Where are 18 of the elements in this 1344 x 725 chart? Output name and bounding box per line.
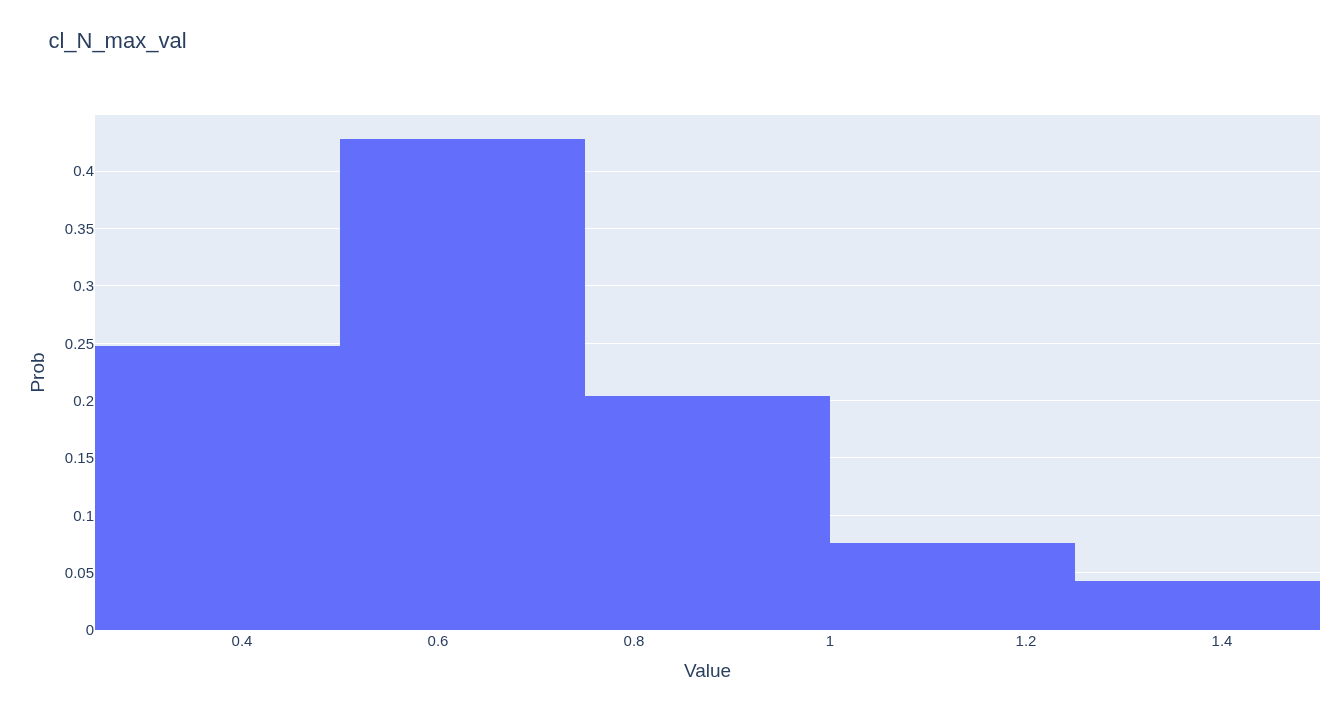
y-tick-label: 0.2 (73, 391, 94, 409)
y-axis-title: Prob (26, 352, 48, 393)
x-axis-title: Value (683, 659, 732, 681)
x-tick-label: 0.4 (231, 632, 253, 649)
y-tick-label: 0.05 (64, 563, 94, 581)
x-tick-label: 1.4 (1211, 632, 1233, 649)
y-tick-label: 0.1 (73, 506, 94, 524)
x-tick-label: 0.6 (427, 632, 449, 649)
y-tick-label: 0.4 (73, 162, 94, 180)
chart-title: cl_N_max_val (48, 28, 187, 54)
y-tick-label: 0.35 (64, 219, 94, 237)
y-tick-label: 0.25 (64, 334, 94, 352)
x-tick-label: 1 (825, 632, 835, 649)
y-tick-label: 0 (85, 621, 94, 639)
x-tick-label: 1.2 (1015, 632, 1037, 649)
y-tick-label: 0.3 (73, 277, 94, 295)
x-tick-label: 0.8 (623, 632, 645, 649)
y-tick-label: 0.15 (64, 449, 94, 467)
